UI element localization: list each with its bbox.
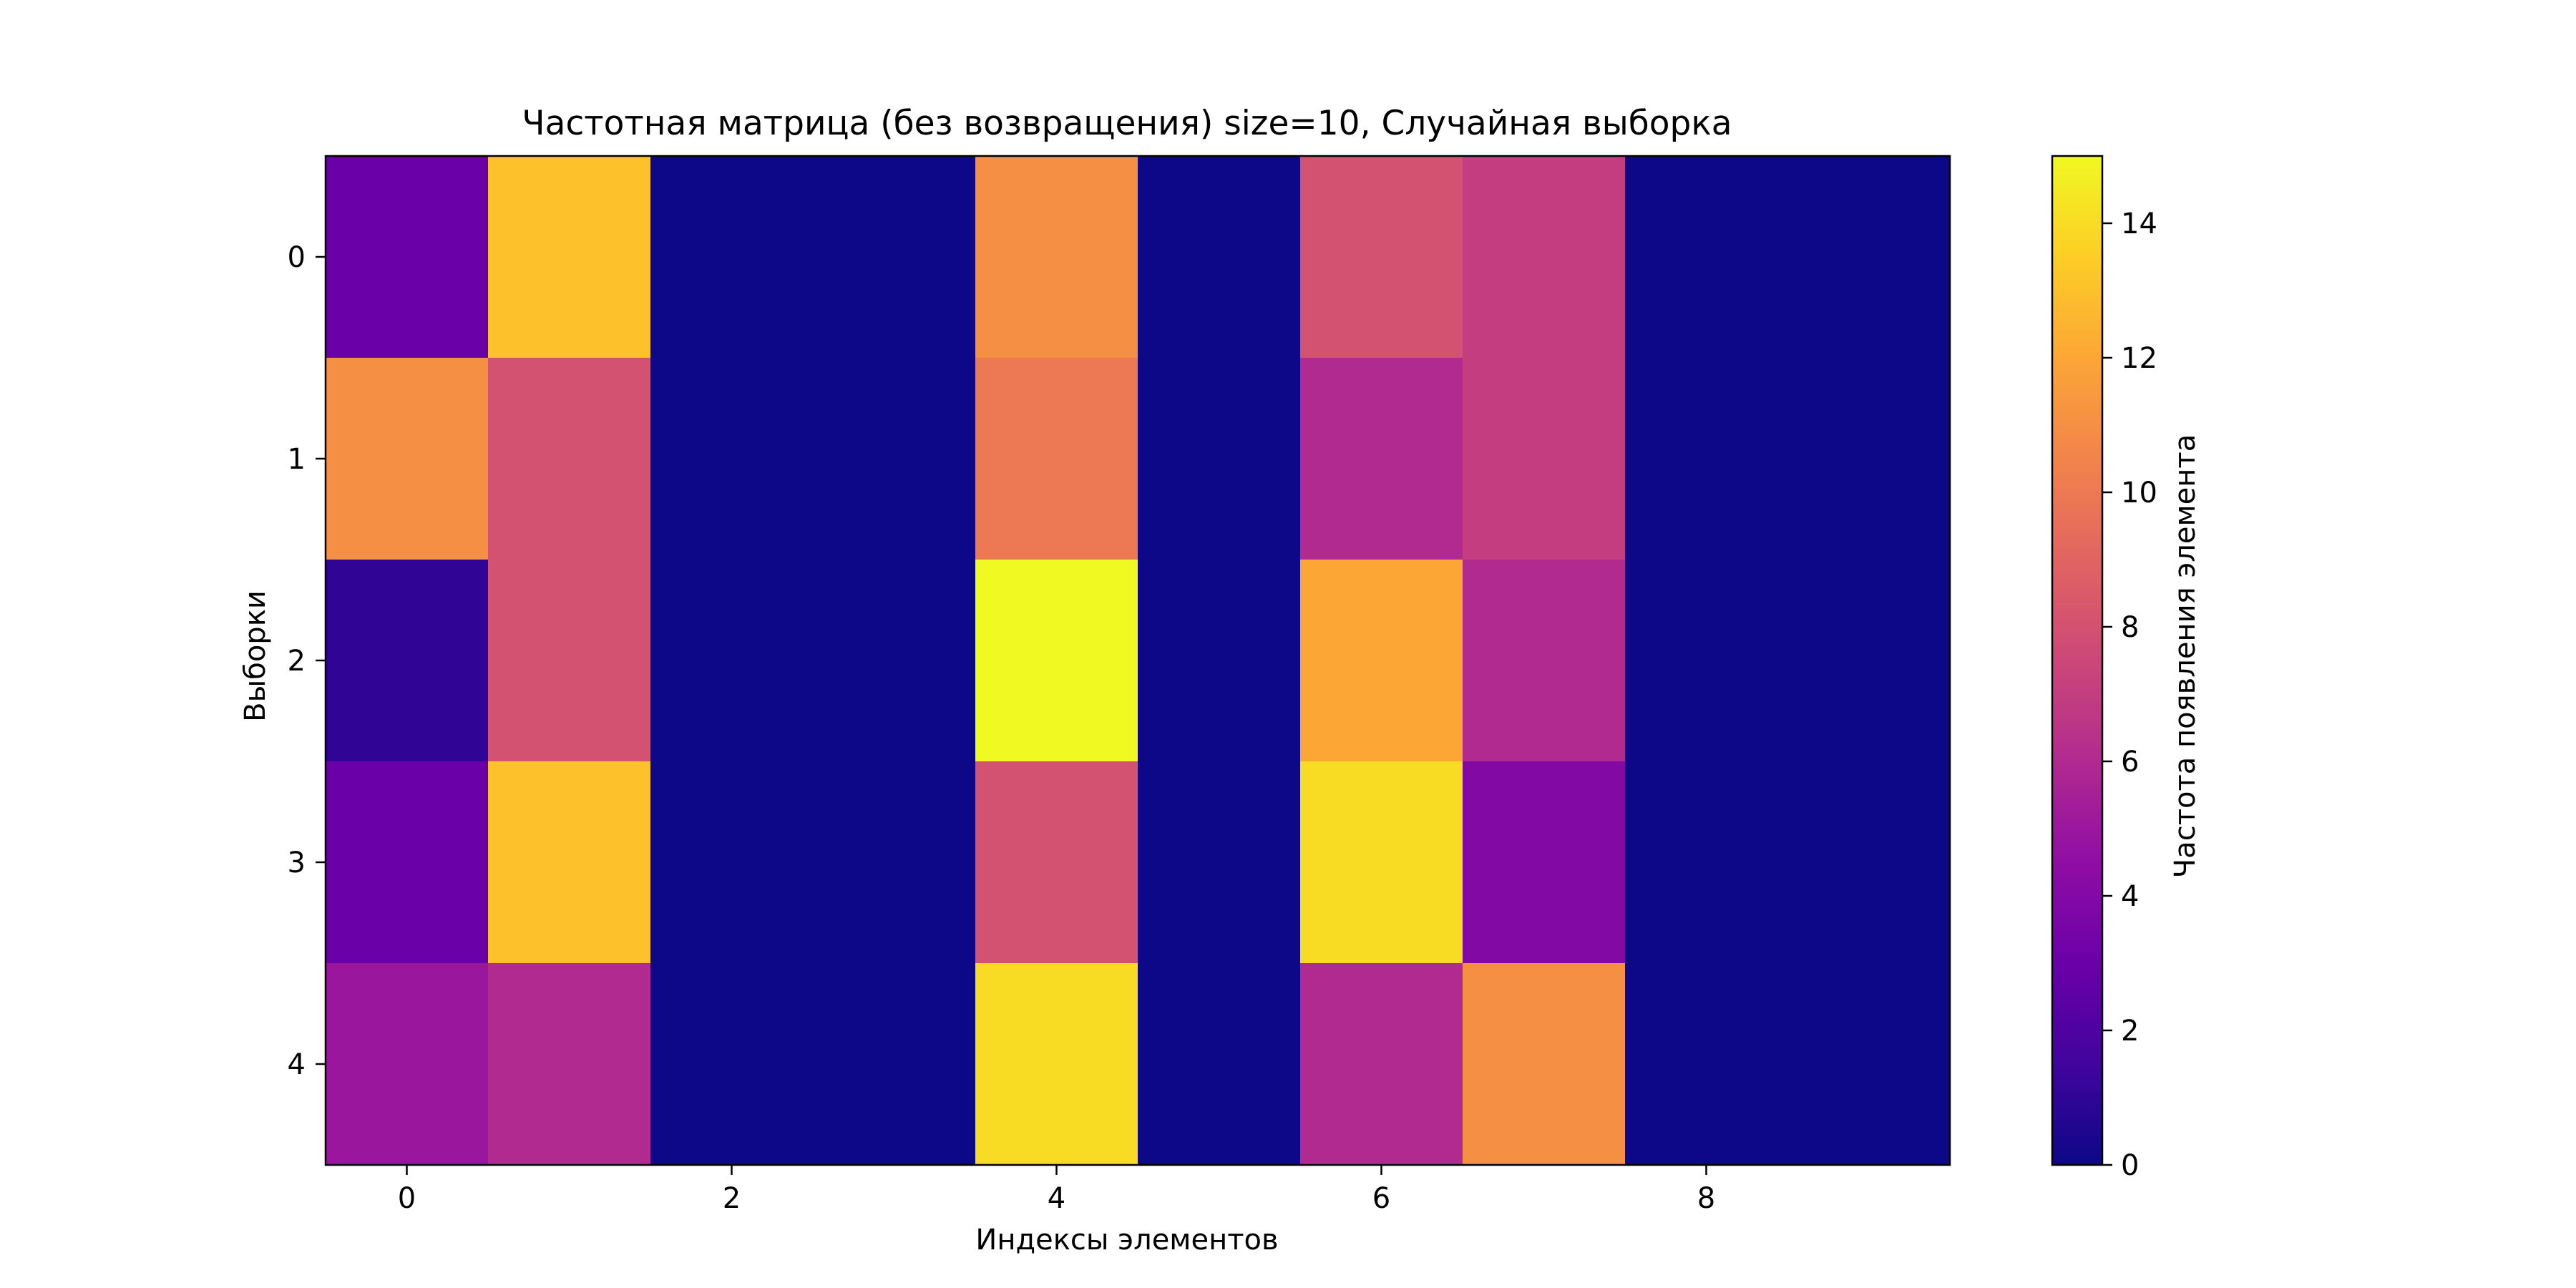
x-tick-label: 6 xyxy=(1372,1182,1390,1215)
heatmap-cell-r1-c2 xyxy=(650,358,814,560)
y-axis-label: Выборки xyxy=(239,590,272,722)
heatmap-cell-r3-c0 xyxy=(326,761,489,964)
heatmap-cell-r4-c4 xyxy=(975,963,1138,1166)
heatmap-cell-r1-c3 xyxy=(813,358,976,560)
heatmap-cell-r1-c6 xyxy=(1300,358,1463,560)
colorbar-label: Частота появления элемента xyxy=(2169,434,2202,878)
heatmap-cell-r0-c0 xyxy=(326,156,489,358)
heatmap-cell-r3-c6 xyxy=(1300,761,1463,964)
heatmap-cell-r4-c6 xyxy=(1300,963,1463,1166)
y-tick-label: 0 xyxy=(288,241,306,274)
heatmap-cell-r0-c4 xyxy=(975,156,1138,358)
heatmap-cell-r3-c5 xyxy=(1138,761,1301,964)
heatmap-cells xyxy=(326,156,1951,1166)
heatmap-cell-r2-c1 xyxy=(488,560,651,762)
heatmap-cell-r4-c0 xyxy=(326,963,489,1166)
y-tick-label: 4 xyxy=(288,1048,306,1081)
x-tick-label: 8 xyxy=(1697,1182,1715,1215)
colorbar-ticks: 0 2 4 6 8 10 12 14 xyxy=(2102,208,2157,1182)
heatmap-cell-r0-c9 xyxy=(1787,156,1951,358)
heatmap-cell-r4-c2 xyxy=(650,963,814,1166)
y-tick-label: 3 xyxy=(288,847,306,879)
heatmap-cell-r3-c8 xyxy=(1625,761,1788,964)
heatmap-cell-r4-c3 xyxy=(813,963,976,1166)
heatmap-cell-r0-c7 xyxy=(1463,156,1626,358)
colorbar-tick-label: 6 xyxy=(2121,746,2139,779)
heatmap-cell-r4-c9 xyxy=(1787,963,1951,1166)
heatmap-cell-r0-c3 xyxy=(813,156,976,358)
heatmap-cell-r1-c1 xyxy=(488,358,651,560)
chart-title: Частотная матрица (без возвращения) size… xyxy=(522,104,1732,143)
heatmap-cell-r4-c7 xyxy=(1463,963,1626,1166)
heatmap-cell-r0-c1 xyxy=(488,156,651,358)
heatmap-cell-r1-c9 xyxy=(1787,358,1951,560)
x-tick-label: 0 xyxy=(398,1182,416,1215)
y-tick-label: 2 xyxy=(288,645,306,678)
y-axis-ticks: 0 1 2 3 4 xyxy=(288,241,326,1081)
colorbar-tick-label: 4 xyxy=(2121,880,2139,913)
heatmap-cell-r0-c5 xyxy=(1138,156,1301,358)
heatmap-cell-r1-c4 xyxy=(975,358,1138,560)
x-tick-label: 2 xyxy=(723,1182,741,1215)
heatmap-cell-r4-c5 xyxy=(1138,963,1301,1166)
heatmap-cell-r2-c9 xyxy=(1787,560,1951,762)
heatmap-cell-r2-c3 xyxy=(813,560,976,762)
heatmap-cell-r3-c1 xyxy=(488,761,651,964)
heatmap-cell-r3-c2 xyxy=(650,761,814,964)
x-axis-ticks: 0 2 4 6 8 xyxy=(398,1165,1715,1215)
heatmap-cell-r2-c5 xyxy=(1138,560,1301,762)
heatmap-cell-r0-c8 xyxy=(1625,156,1788,358)
heatmap-cell-r2-c7 xyxy=(1463,560,1626,762)
heatmap-cell-r2-c8 xyxy=(1625,560,1788,762)
heatmap-cell-r0-c6 xyxy=(1300,156,1463,358)
x-tick-label: 4 xyxy=(1048,1182,1065,1215)
heatmap-cell-r4-c1 xyxy=(488,963,651,1166)
colorbar-tick-label: 12 xyxy=(2121,342,2157,375)
y-tick-label: 1 xyxy=(288,443,306,476)
heatmap-cell-r3-c3 xyxy=(813,761,976,964)
colorbar-tick-label: 8 xyxy=(2121,611,2139,644)
heatmap-cell-r1-c8 xyxy=(1625,358,1788,560)
heatmap-cell-r2-c0 xyxy=(326,560,489,762)
heatmap-cell-r1-c0 xyxy=(326,358,489,560)
colorbar-tick-label: 14 xyxy=(2121,208,2157,240)
heatmap-cell-r2-c2 xyxy=(650,560,814,762)
colorbar-tick-label: 0 xyxy=(2121,1149,2139,1182)
x-axis-label: Индексы элементов xyxy=(975,1224,1278,1257)
colorbar-tick-label: 10 xyxy=(2121,477,2157,509)
heatmap-cell-r1-c7 xyxy=(1463,358,1626,560)
colorbar xyxy=(2051,155,2104,1166)
heatmap-cell-r3-c9 xyxy=(1787,761,1951,964)
heatmap-cell-r1-c5 xyxy=(1138,358,1301,560)
colorbar-tick-label: 2 xyxy=(2121,1015,2139,1048)
heatmap-cell-r4-c8 xyxy=(1625,963,1788,1166)
heatmap-cell-r3-c7 xyxy=(1463,761,1626,964)
heatmap-cell-r0-c2 xyxy=(650,156,814,358)
heatmap-cell-r2-c6 xyxy=(1300,560,1463,762)
heatmap-cell-r2-c4 xyxy=(975,560,1138,762)
heatmap-cell-r3-c4 xyxy=(975,761,1138,964)
